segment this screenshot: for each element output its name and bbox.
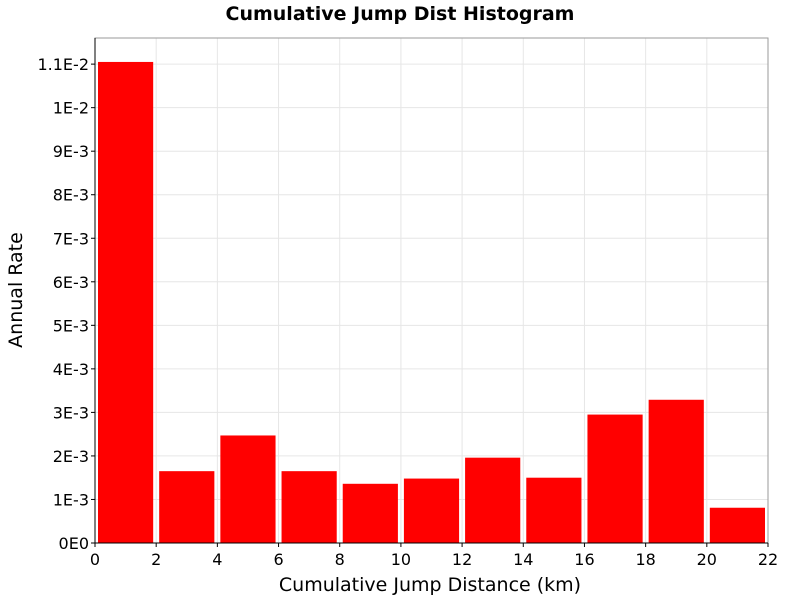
x-tick-label: 2 (151, 550, 161, 569)
y-tick-label: 1E-2 (53, 99, 89, 118)
axis-layer: 0 2 4 6 8 10 12 14 16 18 20 22 0E0 1E-3 2E-3 3E-3 4E-3 5E… (37, 37, 778, 569)
x-tick-label: 18 (635, 550, 655, 569)
x-tick-label: 22 (758, 550, 778, 569)
y-tick-label: 2E-3 (53, 447, 89, 466)
histogram-bar (709, 507, 765, 543)
histogram-bar (465, 457, 521, 543)
x-tick-label: 12 (452, 550, 472, 569)
x-tick-label: 6 (273, 550, 283, 569)
x-tick-label: 20 (697, 550, 717, 569)
histogram-bar (98, 61, 154, 543)
x-tick-label: 10 (391, 550, 411, 569)
y-tick-label: 6E-3 (53, 273, 89, 292)
x-tick-label: 4 (212, 550, 222, 569)
x-tick-label: 0 (90, 550, 100, 569)
x-tick-label: 14 (513, 550, 533, 569)
histogram-bar (159, 471, 215, 543)
y-tick-label: 4E-3 (53, 360, 89, 379)
y-tick-label: 3E-3 (53, 403, 89, 422)
x-tick-label: 16 (574, 550, 594, 569)
x-axis-label: Cumulative Jump Distance (km) (279, 574, 581, 596)
y-tick-label: 0E0 (59, 534, 89, 553)
histogram-bar (220, 435, 276, 543)
y-tick-label: 1E-3 (53, 490, 89, 509)
histogram-bar (526, 477, 582, 543)
y-axis-label: Annual Rate (5, 232, 27, 348)
y-tick-label: 1.1E-2 (37, 55, 89, 74)
y-tick-label: 5E-3 (53, 316, 89, 335)
x-tick-label: 8 (335, 550, 345, 569)
histogram-bar (587, 414, 643, 543)
bar-layer (98, 61, 765, 543)
y-tick-label: 7E-3 (53, 229, 89, 248)
histogram-bar (281, 471, 337, 543)
histogram-bar (403, 478, 460, 543)
histogram-bar (342, 483, 398, 543)
histogram-bar (648, 399, 704, 543)
chart-title: Cumulative Jump Dist Histogram (226, 3, 575, 25)
y-tick-label: 9E-3 (53, 142, 89, 161)
y-tick-label: 8E-3 (53, 186, 89, 205)
